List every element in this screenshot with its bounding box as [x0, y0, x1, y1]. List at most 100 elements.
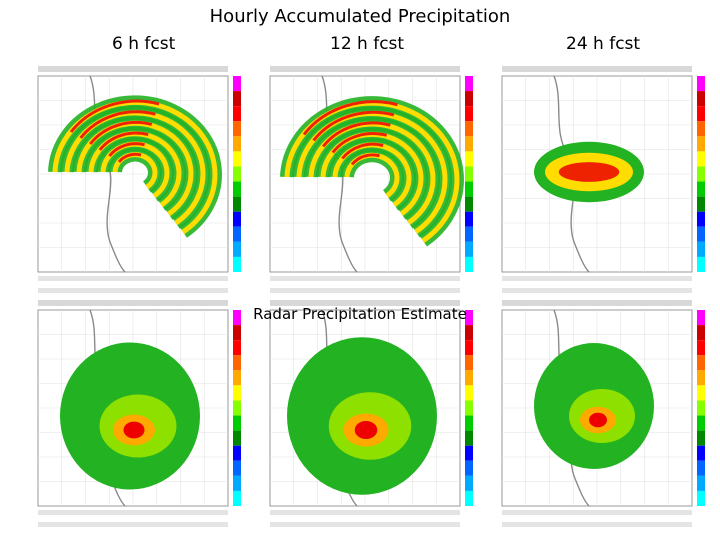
colorbar-swatch [697, 430, 705, 446]
colorbar-swatch [465, 241, 473, 257]
colorbar-swatch [465, 121, 473, 137]
colorbar-swatch [465, 400, 473, 416]
colorbar-swatch [465, 136, 473, 152]
colorbar-swatch [697, 76, 705, 92]
forecast-panel-12h [262, 62, 487, 302]
colorbar-swatch [465, 325, 473, 341]
colorbar-swatch [697, 355, 705, 371]
colorbar-swatch [697, 181, 705, 197]
colorbar-swatch [233, 415, 241, 431]
colorbar-swatch [697, 415, 705, 431]
colorbar-swatch [697, 106, 705, 122]
colorbar-swatch [233, 166, 241, 182]
colorbar-swatch [233, 430, 241, 446]
panel-header-text [270, 300, 460, 306]
axis-ticks [270, 510, 460, 515]
colorbar-swatch [697, 91, 705, 107]
colorbar-swatch [697, 121, 705, 137]
colorbar-swatch [465, 430, 473, 446]
colorbar-swatch [697, 475, 705, 491]
radar-panel-middle [262, 296, 487, 536]
panel-header-text [270, 66, 460, 72]
colorbar-swatch [465, 385, 473, 401]
colorbar-swatch [465, 340, 473, 356]
colorbar-swatch [233, 355, 241, 371]
colorbar-swatch [697, 211, 705, 227]
precip-field [280, 96, 464, 247]
axis-ticks [502, 276, 692, 281]
colorbar-swatch [233, 475, 241, 491]
colorbar-swatch [233, 91, 241, 107]
axis-ticks [38, 510, 228, 515]
column-label-24h: 24 h fcst [566, 34, 641, 54]
colorbar-swatch [233, 196, 241, 212]
colorbar-swatch [233, 460, 241, 476]
colorbar-swatch [697, 256, 705, 272]
colorbar-swatch [233, 445, 241, 461]
colorbar-swatch [697, 196, 705, 212]
precip-field [534, 141, 644, 203]
colorbar-swatch [233, 310, 241, 326]
colorbar-swatch [697, 136, 705, 152]
colorbar-swatch [697, 445, 705, 461]
panel-footer-text [502, 288, 692, 293]
column-label-6h: 6 h fcst [112, 34, 176, 54]
precip-field [287, 337, 437, 495]
colorbar-swatch [697, 310, 705, 326]
colorbar-swatch [233, 106, 241, 122]
colorbar-swatch [233, 490, 241, 506]
colorbar-swatch [697, 385, 705, 401]
colorbar-swatch [233, 151, 241, 167]
colorbar-swatch [465, 256, 473, 272]
colorbar-swatch [465, 91, 473, 107]
column-label-12h: 12 h fcst [330, 34, 405, 54]
colorbar-swatch [233, 76, 241, 92]
colorbar-swatch [465, 445, 473, 461]
colorbar-swatch [233, 385, 241, 401]
colorbar-swatch [465, 226, 473, 242]
colorbar-swatch [465, 166, 473, 182]
precip-field [534, 343, 654, 469]
panel-footer-text [270, 288, 460, 293]
panel-header-text [502, 300, 692, 306]
radar-panel-right [494, 296, 719, 536]
colorbar-swatch [697, 370, 705, 386]
colorbar-swatch [233, 256, 241, 272]
colorbar-swatch [233, 400, 241, 416]
colorbar-swatch [233, 241, 241, 257]
colorbar-swatch [233, 325, 241, 341]
forecast-panel-6h [30, 62, 255, 302]
panel-footer-text [38, 522, 228, 527]
radar-estimate-label: Radar Precipitation Estimate [253, 305, 467, 323]
colorbar-swatch [697, 325, 705, 341]
colorbar-swatch [465, 475, 473, 491]
panel-footer-text [502, 522, 692, 527]
colorbar-swatch [465, 76, 473, 92]
panel-header-text [502, 66, 692, 72]
precip-field [60, 342, 200, 490]
colorbar-swatch [465, 196, 473, 212]
colorbar-swatch [465, 211, 473, 227]
panel-footer-text [38, 288, 228, 293]
colorbar-swatch [465, 106, 473, 122]
axis-ticks [270, 276, 460, 281]
colorbar-swatch [465, 181, 473, 197]
colorbar-swatch [465, 460, 473, 476]
colorbar-swatch [233, 136, 241, 152]
figure-title: Hourly Accumulated Precipitation [209, 6, 511, 27]
colorbar-swatch [697, 460, 705, 476]
colorbar-swatch [697, 151, 705, 167]
colorbar-swatch [465, 415, 473, 431]
colorbar-swatch [233, 211, 241, 227]
colorbar-swatch [233, 121, 241, 137]
panel-header-text [38, 66, 228, 72]
radar-panel-left [30, 296, 255, 536]
colorbar-swatch [697, 400, 705, 416]
colorbar-swatch [233, 340, 241, 356]
colorbar-swatch [697, 241, 705, 257]
axis-ticks [502, 510, 692, 515]
colorbar-swatch [233, 370, 241, 386]
colorbar-swatch [697, 166, 705, 182]
colorbar-swatch [697, 340, 705, 356]
panel-header-text [38, 300, 228, 306]
